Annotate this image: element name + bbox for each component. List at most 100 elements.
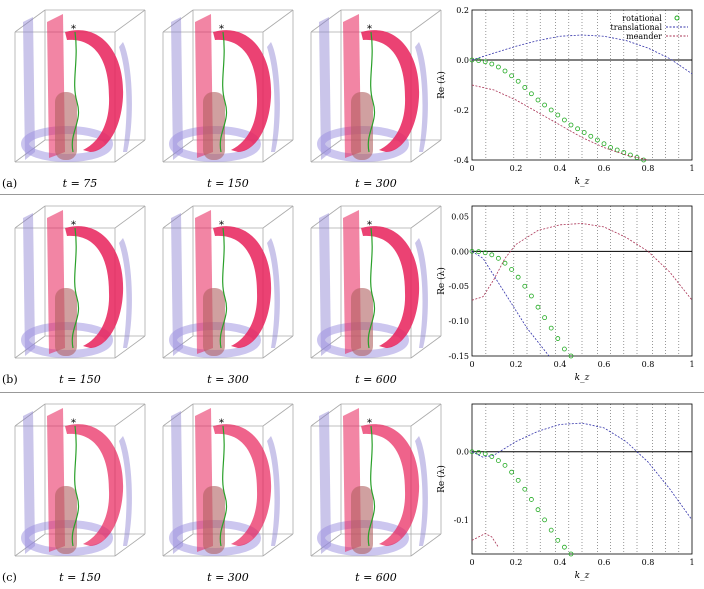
wavefront-surface <box>65 30 124 152</box>
data-point-rotational <box>502 68 508 74</box>
data-point-rotational <box>581 130 587 135</box>
data-point-rotational <box>555 112 561 118</box>
data-point-rotational <box>627 152 633 158</box>
isosurface-panel: * <box>14 403 146 557</box>
data-point-rotational <box>476 249 481 255</box>
data-point-rotational <box>568 551 574 557</box>
row-label: (a) <box>2 177 18 190</box>
box-edge <box>262 9 294 33</box>
data-point-rotational <box>515 274 521 280</box>
box-edge <box>410 533 442 557</box>
data-point-rotational <box>509 73 514 79</box>
plot-frame <box>471 205 693 357</box>
vortex-filament <box>71 227 79 349</box>
time-label: t = 150 <box>59 373 101 386</box>
data-point-rotational <box>469 449 475 455</box>
isosurface-panel: * <box>310 9 442 163</box>
simulation-box: * <box>14 9 146 163</box>
x-tick-label: 0.4 <box>554 164 567 173</box>
box-edge <box>114 139 146 163</box>
y-tick-label: -0.15 <box>448 352 469 361</box>
data-point-rotational <box>568 353 574 359</box>
x-tick-label: 0.2 <box>510 360 523 369</box>
box-edge <box>114 9 146 33</box>
filament-sheet <box>319 17 331 160</box>
x-tick-label: 1 <box>689 164 694 173</box>
data-point-rotational <box>641 157 647 163</box>
dispersion-plot: 0.05 0.00 -0.05 -0.10 -0.150 0.2 0.4 0.6 0.8 1 Re … <box>436 205 695 383</box>
filament-tube <box>203 92 225 160</box>
data-point-rotational <box>621 150 627 155</box>
x-tick-label: 0 <box>469 558 474 567</box>
x-tick-label: 1 <box>689 360 694 369</box>
filament-sheet <box>267 436 280 546</box>
row-label: (c) <box>2 571 17 584</box>
simulation-box: * <box>162 403 294 557</box>
data-point-rotational <box>555 336 561 341</box>
wavefront-surface <box>213 226 272 348</box>
filament-tip-marker: * <box>219 418 224 429</box>
simulation-box: * <box>14 205 146 359</box>
wavefront-surface <box>361 424 420 546</box>
wavefront-surface <box>65 226 124 348</box>
box-edge <box>14 205 46 229</box>
box-edge <box>410 9 442 33</box>
data-point-rotational <box>535 97 541 103</box>
data-point-rotational <box>522 85 528 90</box>
data-point-rotational <box>496 255 501 261</box>
y-tick-label: -0.2 <box>454 106 469 115</box>
data-point-rotational <box>614 147 620 153</box>
data-point-rotational <box>594 137 600 143</box>
row-separator <box>0 392 704 393</box>
data-point-rotational <box>496 64 501 70</box>
data-point-rotational <box>482 451 488 457</box>
vortex-filament <box>367 31 375 153</box>
legend-swatch <box>674 15 680 21</box>
x-tick-label: 0.8 <box>642 164 655 173</box>
data-point-rotational <box>489 252 495 258</box>
filament-sheet <box>23 17 35 160</box>
data-point-rotational <box>568 122 574 128</box>
series-line-meander <box>471 223 693 301</box>
dispersion-plot: 0.0 -0.1 0 0.2 0.4 0.6 0.8 1 Re (λ) k_z <box>436 403 695 581</box>
time-label: t = 600 <box>355 373 397 386</box>
data-point-rotational <box>561 346 567 352</box>
vortex-filament <box>71 425 79 547</box>
time-label: t = 600 <box>355 571 397 584</box>
filament-tip-marker: * <box>219 220 224 231</box>
data-point-rotational <box>548 527 554 533</box>
data-point-rotational <box>529 91 534 97</box>
filament-tip-marker: * <box>219 24 224 35</box>
data-point-rotational <box>515 477 521 483</box>
legend-label: meander <box>626 32 662 41</box>
data-point-rotational <box>482 59 488 65</box>
data-point-rotational <box>476 450 481 455</box>
y-tick-label: 0.05 <box>451 212 469 221</box>
filament-tube <box>55 92 77 160</box>
data-point-rotational <box>509 469 514 475</box>
row-label: (b) <box>2 373 18 386</box>
x-axis-label: k_z <box>575 373 590 383</box>
data-point-rotational <box>601 141 607 147</box>
wavefront-surface <box>65 424 124 546</box>
filament-tip-marker: * <box>71 220 76 231</box>
box-edge <box>162 403 194 427</box>
time-label: t = 150 <box>207 177 249 190</box>
box-edge <box>310 9 342 33</box>
x-tick-label: 0 <box>469 164 474 173</box>
filament-tube <box>203 486 225 554</box>
simulation-box: * <box>310 403 442 557</box>
data-point-rotational <box>535 304 541 310</box>
x-tick-label: 0.4 <box>554 558 567 567</box>
box-edge <box>14 9 46 33</box>
x-tick-label: 0.2 <box>510 164 523 173</box>
series-line-meander <box>471 84 649 161</box>
vortex-filament <box>367 425 375 547</box>
series-line-meander <box>471 533 499 548</box>
vortex-filament <box>367 227 375 349</box>
time-label: t = 75 <box>62 177 98 190</box>
x-tick-label: 0.8 <box>642 558 655 567</box>
dispersion-plot: 0.2 0.0 -0.2 -0.40 0.2 0.4 0.6 0.8 1 Re (λ) k_z rot… <box>436 6 695 187</box>
simulation-box: * <box>310 9 442 163</box>
figure-row: (c) * t = 150 * t = 300 * t = 600 0.0 -0.1 0 0.2 0.… <box>0 394 704 588</box>
